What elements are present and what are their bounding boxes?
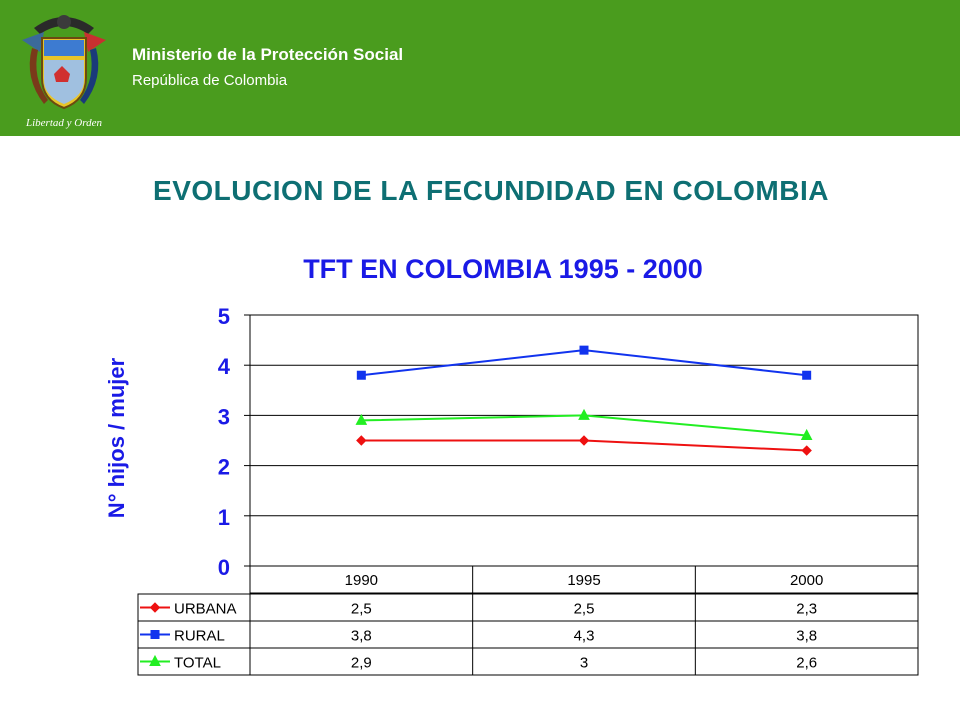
table-cell: 3,8 <box>796 628 817 645</box>
table-cell: 2,9 <box>351 655 372 672</box>
table-cell: 2,5 <box>574 601 595 618</box>
chart-title: TFT EN COLOMBIA 1995 - 2000 <box>303 254 703 284</box>
table-cell: 3,8 <box>351 628 372 645</box>
legend-label: RURAL <box>174 628 225 645</box>
data-point <box>800 428 813 440</box>
y-tick-label: 1 <box>218 505 230 530</box>
table-cell: 2,6 <box>796 655 817 672</box>
table-cell: 2,5 <box>351 601 372 618</box>
header-banner: Libertad y Orden Ministerio de la Protec… <box>0 0 960 136</box>
table-header-row <box>249 565 919 594</box>
y-tick-label: 5 <box>218 304 230 329</box>
table-cell: 2,3 <box>796 601 817 618</box>
coat-of-arms-icon: Libertad y Orden <box>22 15 106 129</box>
data-point <box>801 445 812 456</box>
y-tick-label: 0 <box>218 555 230 580</box>
legend-marker <box>149 602 161 613</box>
y-tick-label: 4 <box>218 354 231 379</box>
data-point <box>356 435 367 446</box>
y-tick-label: 3 <box>218 404 230 429</box>
data-point <box>578 435 590 446</box>
legend-label: URBANA <box>174 601 237 618</box>
data-point <box>578 408 590 420</box>
legend-marker <box>150 630 160 639</box>
data-point <box>802 370 812 380</box>
table-cell: 4,3 <box>574 628 595 645</box>
x-tick-label: 1990 <box>345 572 378 589</box>
table-body <box>137 593 919 676</box>
legend-marker <box>149 654 161 666</box>
x-tick-label: 2000 <box>790 572 823 589</box>
motto-text: Libertad y Orden <box>25 117 102 129</box>
country-name: República de Colombia <box>132 72 288 89</box>
page-title: EVOLUCION DE LA FECUNDIDAD EN COLOMBIA <box>153 175 829 206</box>
y-axis-label: N° hijos / mujer <box>104 357 129 518</box>
ministry-name: Ministerio de la Protección Social <box>132 45 404 64</box>
data-point <box>355 413 368 425</box>
x-tick-label: 1995 <box>567 572 600 589</box>
table-cell: 3 <box>580 655 588 672</box>
y-tick-label: 2 <box>218 455 230 480</box>
data-point <box>579 345 589 355</box>
legend-label: TOTAL <box>174 655 221 672</box>
data-point <box>356 370 366 380</box>
